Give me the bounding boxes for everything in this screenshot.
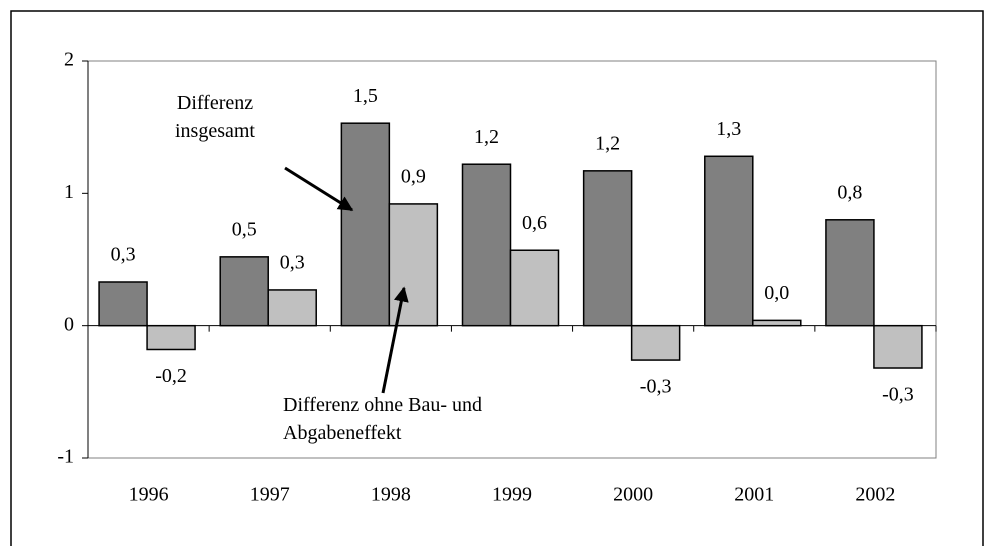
y-tick-label: 2 [64, 49, 74, 71]
arrow [284, 166, 354, 212]
bar [340, 122, 391, 327]
x-tick-label: 1999 [492, 484, 532, 506]
bar [146, 324, 196, 351]
bar [219, 256, 269, 327]
bar [704, 155, 754, 327]
bar [461, 163, 512, 327]
frame [10, 10, 984, 546]
data-label: 0,9 [401, 166, 426, 188]
bar [825, 219, 875, 327]
bar [630, 324, 681, 361]
data-label: 0,0 [764, 282, 789, 304]
data-label: 1,2 [595, 132, 620, 154]
bar [388, 203, 439, 327]
data-label: 1,5 [353, 85, 378, 107]
y-tick-label: 1 [64, 181, 74, 203]
x-tick-label: 1998 [371, 484, 411, 506]
data-label: 0,3 [280, 252, 305, 274]
y-tick-label: 0 [64, 313, 74, 335]
data-label: 0,5 [232, 218, 257, 240]
x-tick-label: 2000 [613, 484, 653, 506]
data-label: -0,2 [155, 365, 187, 387]
data-label: 0,3 [111, 244, 136, 266]
data-label: 0,8 [837, 181, 862, 203]
bar [267, 289, 317, 327]
data-label: 0,6 [522, 212, 547, 234]
data-label: 1,3 [716, 118, 741, 140]
bar [98, 281, 148, 327]
x-tick-label: 1997 [250, 484, 290, 506]
x-tick-label: 2001 [734, 484, 774, 506]
data-label: 1,2 [474, 126, 499, 148]
bar [582, 170, 633, 327]
bar [873, 324, 923, 369]
annotation: Differenz ohne Bau- und Abgabeneffekt [283, 394, 483, 444]
bar [752, 319, 802, 327]
y-tick-label: -1 [57, 446, 74, 468]
x-tick-label: 1996 [129, 484, 169, 506]
annotation: Differenz insgesamt [175, 92, 255, 142]
x-tick-label: 2002 [855, 484, 895, 506]
data-label: -0,3 [882, 384, 914, 406]
data-label: -0,3 [640, 376, 672, 398]
bar [509, 249, 560, 327]
arrow [381, 286, 409, 394]
